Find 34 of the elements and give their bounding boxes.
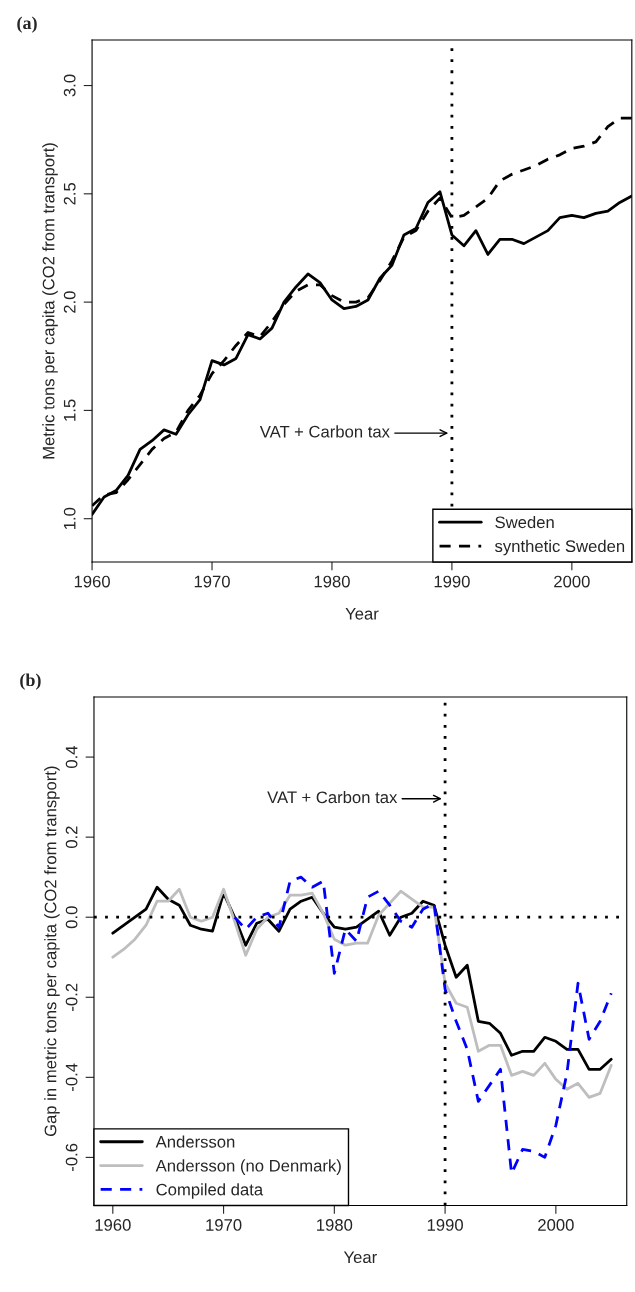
annotation: VAT + Carbon tax <box>267 790 398 804</box>
x-tick-label: 2000 <box>554 575 590 588</box>
y-tick-label: 0.2 <box>65 826 78 849</box>
y-tick-label: -0.4 <box>65 1063 78 1091</box>
y-tick-label: 0.4 <box>65 745 78 769</box>
y-tick-label: 2.0 <box>63 291 76 313</box>
x-tick-label: 1970 <box>206 1219 242 1231</box>
x-tick-label: 1960 <box>74 575 110 588</box>
x-tick-label: 1970 <box>194 575 230 588</box>
legend-label: Sweden <box>495 515 554 529</box>
annotation: VAT + Carbon tax <box>259 425 390 438</box>
y-axis-title: Gap in metric tons per capita (CO2 from transport) <box>44 766 60 1137</box>
x-tick-label: 1990 <box>434 575 470 588</box>
legend-label: Andersson <box>155 1135 235 1148</box>
y-tick-label: 1.0 <box>63 507 76 530</box>
y-tick-label: 2.5 <box>63 182 76 205</box>
x-axis-title: Year <box>345 608 379 620</box>
chart-title: (a) <box>17 16 37 33</box>
y-tick-label: 0.0 <box>65 906 78 929</box>
x-axis-title: Year <box>343 1251 377 1264</box>
x-tick-label: 1980 <box>317 1219 353 1231</box>
chart-title: (b) <box>20 673 41 690</box>
y-tick-label: 1.5 <box>63 399 76 421</box>
x-tick-label: 2000 <box>538 1219 574 1231</box>
x-tick-label: 1990 <box>427 1219 463 1231</box>
legend-label: synthetic Sweden <box>495 539 625 556</box>
y-axis-title: Metric tons per capita (CO2 from transport) <box>42 143 58 459</box>
x-tick-label: 1980 <box>314 575 350 588</box>
y-tick-label: -0.2 <box>65 983 78 1011</box>
x-tick-label: 1960 <box>95 1219 131 1231</box>
y-tick-label: -0.6 <box>65 1143 78 1172</box>
legend-label: Compiled data <box>156 1183 264 1199</box>
y-tick-label: 3.0 <box>63 74 76 97</box>
legend-label: Andersson (no Denmark) <box>155 1159 341 1175</box>
